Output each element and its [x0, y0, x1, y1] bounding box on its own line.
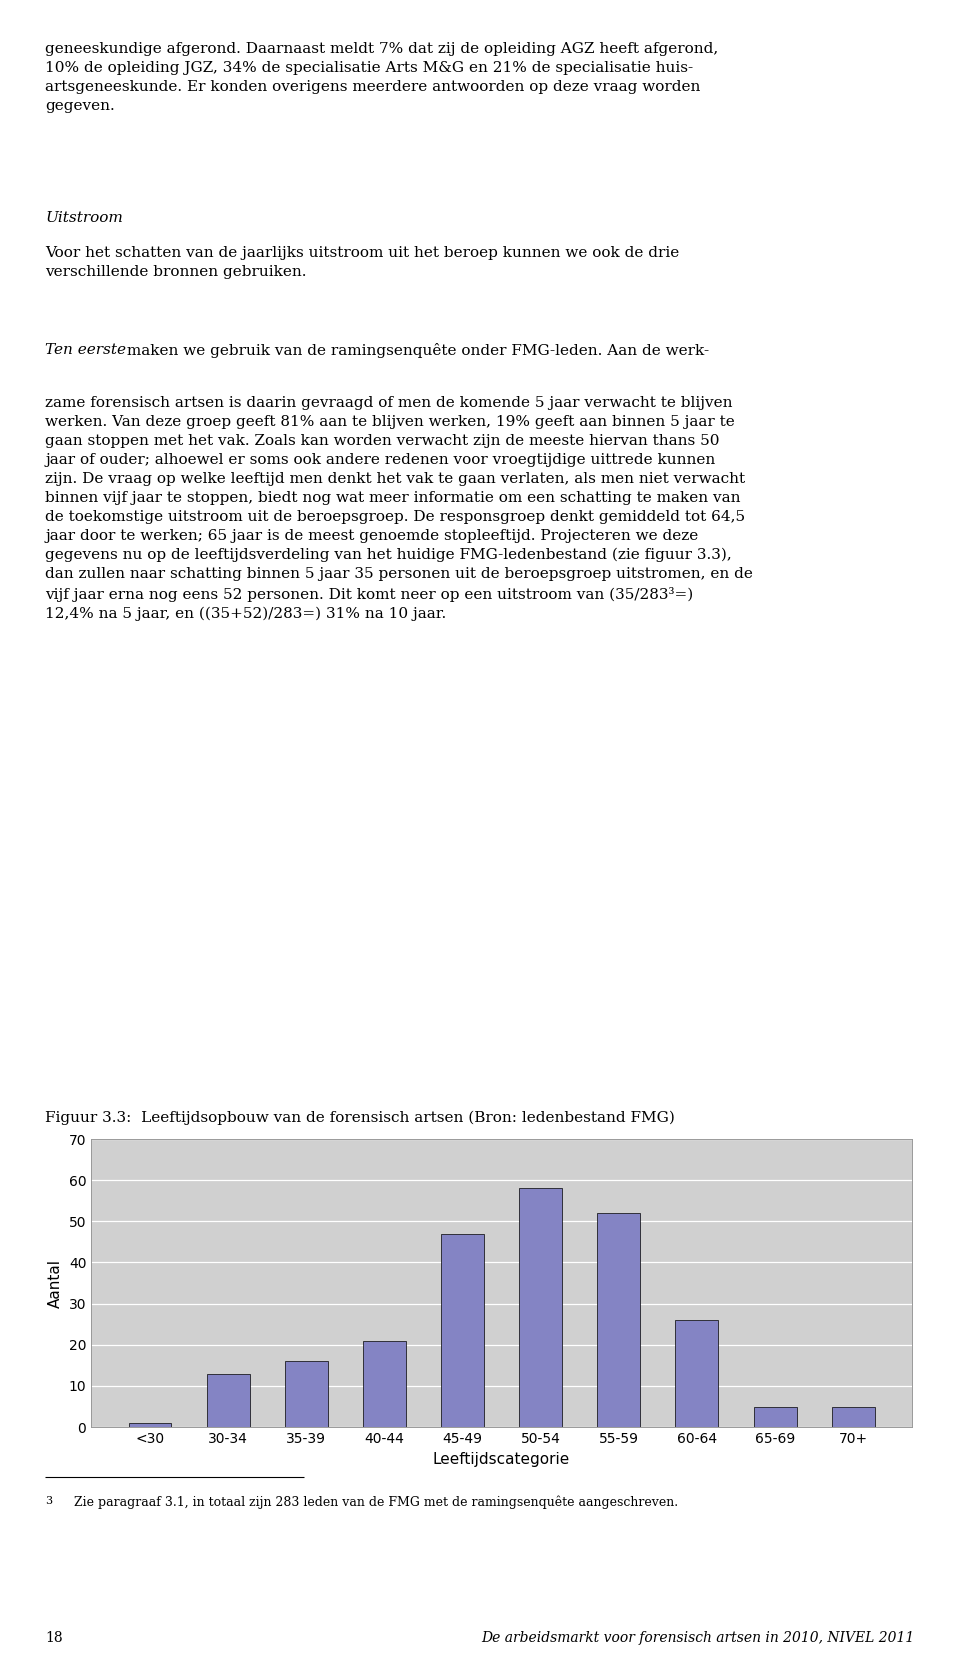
- Text: 18: 18: [45, 1631, 62, 1645]
- Bar: [597, 1213, 640, 1427]
- Bar: [519, 1188, 563, 1427]
- Text: Voor het schatten van de jaarlijks uitstroom uit het beroep kunnen we ook de dri: Voor het schatten van de jaarlijks uitst…: [45, 246, 680, 280]
- X-axis label: Leeftijdscategorie: Leeftijdscategorie: [433, 1452, 570, 1467]
- Bar: [754, 1407, 797, 1427]
- Bar: [363, 1340, 406, 1427]
- Text: Ten eerste: Ten eerste: [45, 343, 126, 357]
- Y-axis label: Aantal: Aantal: [48, 1258, 63, 1308]
- Bar: [831, 1407, 875, 1427]
- Text: zame forensisch artsen is daarin gevraagd of men de komende 5 jaar verwacht te b: zame forensisch artsen is daarin gevraag…: [45, 395, 753, 621]
- Bar: [129, 1424, 172, 1427]
- Bar: [206, 1374, 250, 1427]
- Text: Uitstroom: Uitstroom: [45, 211, 123, 224]
- Text: 3: 3: [45, 1496, 52, 1506]
- Text: maken we gebruik van de ramingsenquête onder FMG-leden. Aan de werk-: maken we gebruik van de ramingsenquête o…: [122, 343, 709, 358]
- Bar: [441, 1234, 484, 1427]
- Text: Figuur 3.3:  Leeftijdsopbouw van de forensisch artsen (Bron: ledenbestand FMG): Figuur 3.3: Leeftijdsopbouw van de foren…: [45, 1111, 675, 1126]
- Bar: [285, 1362, 327, 1427]
- Text: De arbeidsmarkt voor forensisch artsen in 2010, NIVEL 2011: De arbeidsmarkt voor forensisch artsen i…: [482, 1631, 915, 1645]
- Bar: [676, 1320, 718, 1427]
- Text: geneeskundige afgerond. Daarnaast meldt 7% dat zij de opleiding AGZ heeft afgero: geneeskundige afgerond. Daarnaast meldt …: [45, 42, 718, 112]
- Text: Zie paragraaf 3.1, in totaal zijn 283 leden van de FMG met de ramingsenquête aan: Zie paragraaf 3.1, in totaal zijn 283 le…: [62, 1496, 679, 1509]
